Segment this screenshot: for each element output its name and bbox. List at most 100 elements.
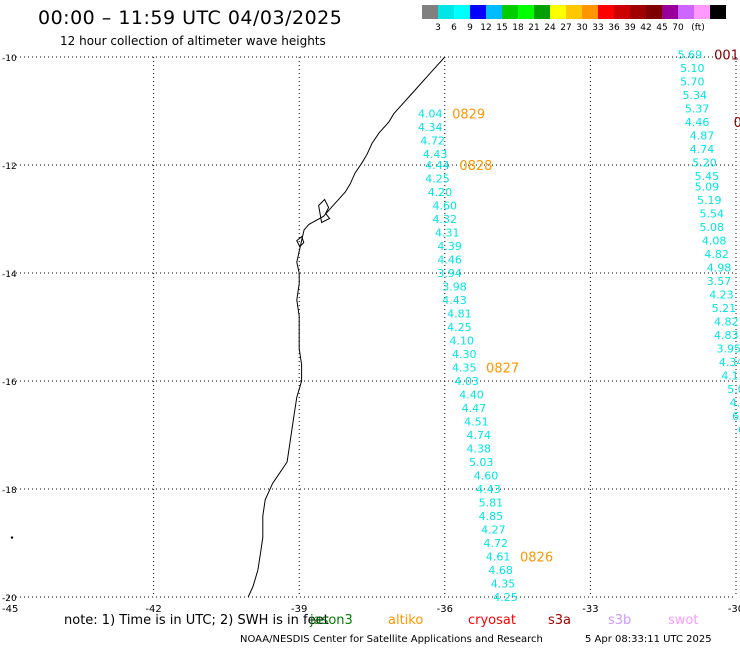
swh-value-label: 4.04 <box>418 108 443 121</box>
scale-swatch <box>710 5 726 19</box>
scale-tick-label: 21 <box>528 23 540 33</box>
scale-swatch <box>630 5 646 19</box>
mission-legend-item: cryosat <box>468 613 516 628</box>
scale-tick-label: 27 <box>560 23 572 33</box>
scale-swatch <box>662 5 678 19</box>
scale-tick-label: 9 <box>467 23 473 33</box>
scale-tick-label: 24 <box>544 23 556 33</box>
scale-swatch <box>598 5 614 19</box>
scale-tick-label: 6 <box>451 23 457 33</box>
swh-value-label: 3.98 <box>442 281 467 294</box>
swh-value-label: 5.81 <box>479 497 504 510</box>
scale-swatch <box>614 5 630 19</box>
scale-swatch <box>422 5 438 19</box>
scale-unit-label: (ft) <box>691 23 705 33</box>
scale-swatch <box>438 5 454 19</box>
scale-tick-label: 39 <box>624 23 636 33</box>
swh-value-label: 4.74 <box>467 429 492 442</box>
scale-tick-label: 45 <box>656 23 668 33</box>
scale-tick-label: 42 <box>640 23 652 33</box>
note-text: note: 1) Time is in UTC; 2) SWH is in fe… <box>64 613 329 628</box>
swh-value-label: 4.25 <box>447 321 472 334</box>
swh-value-label: 4.43 <box>476 483 501 496</box>
pass-time-label: 0827 <box>486 362 519 377</box>
timestamp: 5 Apr 08:33:11 UTC 2025 <box>585 634 712 645</box>
swh-value-label: 4.43 <box>442 294 467 307</box>
swh-value-label: 5.34 <box>682 89 707 102</box>
swh-value-label: 4.60 <box>433 200 458 213</box>
mission-legend-item: s3b <box>608 613 632 628</box>
map-subtitle: 12 hour collection of altimeter wave hei… <box>60 34 326 48</box>
swh-value-label: 5.54 <box>699 208 724 221</box>
swh-value-label: 5.19 <box>697 194 722 207</box>
island-outline <box>296 235 305 248</box>
swh-value-label: 4.72 <box>420 135 445 148</box>
lat-tick-label: -10 <box>2 54 17 64</box>
lat-tick-label: -16 <box>2 378 17 388</box>
swh-value-label: 5.0 <box>727 383 740 396</box>
swh-value-label: 5.45 <box>695 170 720 183</box>
swh-value-label: 4.03 <box>454 375 479 388</box>
map-title: 00:00 – 11:59 UTC 04/03/2025 <box>38 7 343 29</box>
lon-tick-label: -42 <box>145 604 161 615</box>
swh-value-label: 4.87 <box>690 129 715 142</box>
swh-value-label: 5.21 <box>712 302 737 315</box>
swh-value-label: 4.81 <box>447 308 472 321</box>
swh-value-label: 4.20 <box>428 186 453 199</box>
pass-time-label: 0012 <box>734 116 740 131</box>
swh-value-label: 4.34 <box>719 356 740 369</box>
swh-value-label: 4.38 <box>467 443 492 456</box>
scale-tick-label: 33 <box>592 23 604 33</box>
swh-value-label: 4.46 <box>437 254 462 267</box>
swh-value-label: 6. <box>738 424 740 437</box>
scale-swatch <box>566 5 582 19</box>
swh-value-label: 5.37 <box>685 102 710 115</box>
swh-value-label: 4.30 <box>452 348 477 361</box>
lon-tick-label: -30 <box>728 604 740 615</box>
swh-value-label: 4.83 <box>714 329 739 342</box>
lat-tick-label: -20 <box>2 594 17 604</box>
swh-value-label: 3.57 <box>707 275 732 288</box>
scale-swatch <box>470 5 486 19</box>
swh-value-label: 4.60 <box>474 470 499 483</box>
scale-tick-label: 30 <box>576 23 588 33</box>
mission-legend-item: s3a <box>548 613 572 628</box>
swh-value-label: 4.31 <box>435 227 460 240</box>
swh-value-label: 3.95 <box>716 343 740 356</box>
corner-lon-label: -45 <box>2 604 18 615</box>
swh-value-label: 4.85 <box>479 510 504 523</box>
swh-value-label: 4.40 <box>459 389 484 402</box>
swh-value-label: 4.46 <box>685 116 710 129</box>
swh-value-label: 4.34 <box>418 121 443 134</box>
scale-swatch <box>486 5 502 19</box>
swh-value-label: 4.25 <box>493 591 518 604</box>
swh-value-label: 4.82 <box>714 316 739 329</box>
pass-time-label: 0826 <box>520 551 553 566</box>
swh-value-label: 4.25 <box>425 173 450 186</box>
lon-tick-label: -33 <box>582 604 598 615</box>
swh-value-label: 3.94 <box>437 267 462 280</box>
mission-legend-item: jason3 <box>310 613 353 628</box>
lat-tick-label: -12 <box>2 162 17 172</box>
bay-outline <box>318 198 331 224</box>
swh-value-label: 5.03 <box>469 456 494 469</box>
lon-tick-label: -39 <box>291 604 307 615</box>
scale-tick-label: 3 <box>435 23 441 33</box>
lat-tick-label: -18 <box>2 486 17 496</box>
scale-tick-label: 12 <box>480 23 492 33</box>
scale-swatch <box>454 5 470 19</box>
footer-credit: NOAA/NESDIS Center for Satellite Applica… <box>240 634 543 645</box>
scale-tick-label: 36 <box>608 23 620 33</box>
swh-value-label: 4.98 <box>707 262 732 275</box>
swh-value-label: 4.47 <box>462 402 487 415</box>
scale-swatch <box>678 5 694 19</box>
swh-value-label: 4.82 <box>704 248 729 261</box>
scale-swatch <box>518 5 534 19</box>
pass-time-label: 0828 <box>459 159 492 174</box>
swh-value-label: 4.51 <box>464 416 489 429</box>
scale-tick-label: 18 <box>512 23 524 33</box>
swh-value-label: 5.10 <box>680 62 705 75</box>
swh-value-label: 4.35 <box>491 578 516 591</box>
swh-value-label: 4.27 <box>481 524 506 537</box>
scale-swatch <box>694 5 710 19</box>
